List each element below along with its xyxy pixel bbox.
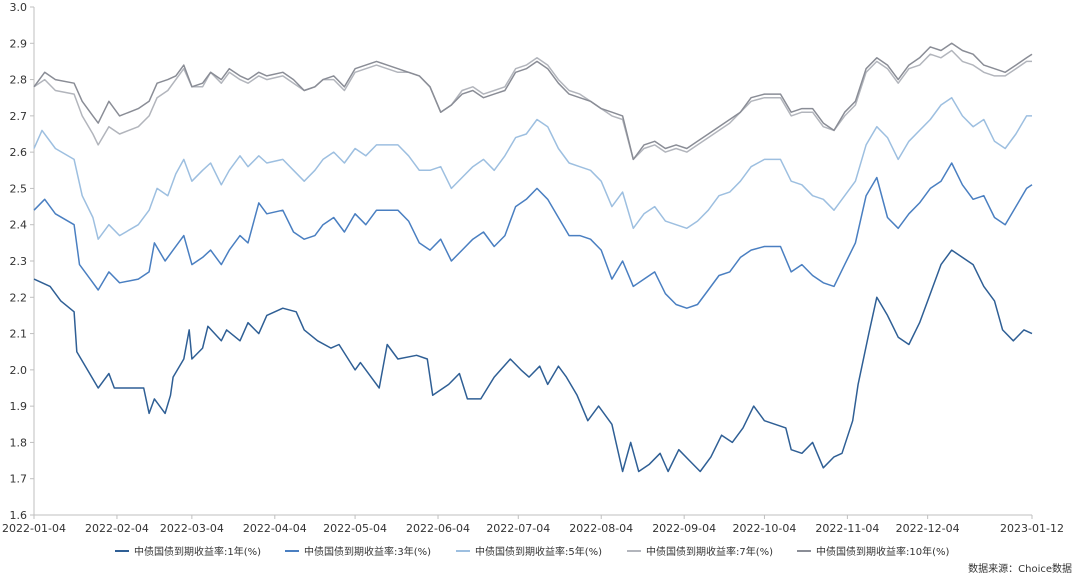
x-tick-label: 2022-11-04 <box>815 522 879 535</box>
y-tick-label: 1.8 <box>10 436 28 449</box>
x-tick-label: 2022-07-04 <box>486 522 550 535</box>
legend-label: 中债国债到期收益率:1年(%) <box>134 545 261 558</box>
y-tick-label: 1.6 <box>10 509 28 522</box>
y-tick-label: 2.7 <box>10 110 28 123</box>
y-tick-label: 2.5 <box>10 182 28 195</box>
y-tick-label: 1.9 <box>10 400 28 413</box>
y-tick-label: 2.1 <box>10 328 28 341</box>
x-tick-label: 2022-01-04 <box>2 522 66 535</box>
y-tick-label: 2.0 <box>10 364 28 377</box>
x-tick-label: 2022-03-04 <box>160 522 224 535</box>
y-axis: 1.6 1.7 1.8 1.9 2.0 2.1 2.2 2.3 2.4 2.5 2.6 2.7 2.8 2… <box>10 1 35 522</box>
series-line-2 <box>33 162 1033 309</box>
x-tick-label: 2022-10-04 <box>732 522 796 535</box>
legend-label: 中债国债到期收益率:3年(%) <box>304 545 431 558</box>
y-tick-label: 2.6 <box>10 146 28 159</box>
series-line-4 <box>33 49 1032 161</box>
x-tick-label: 2022-05-04 <box>323 522 387 535</box>
legend-label: 中债国债到期收益率:10年(%) <box>816 545 949 558</box>
y-tick-label: 2.8 <box>10 74 28 87</box>
x-tick-label: 2022-02-04 <box>85 522 149 535</box>
legend: 中债国债到期收益率:1年(%) 中债国债到期收益率:3年(%) 中债国债到期收益率:… <box>115 545 949 558</box>
x-axis: 2022-01-04 2022-02-04 2022-03-04 2022-04-04… <box>2 514 1064 535</box>
legend-label: 中债国债到期收益率:5年(%) <box>475 545 602 558</box>
x-tick-label: 2023-01-12 <box>1000 522 1064 535</box>
series-line-1 <box>33 249 1033 473</box>
x-tick-label: 2022-04-04 <box>243 522 307 535</box>
x-tick-label: 2022-09-04 <box>652 522 716 535</box>
y-tick-label: 3.0 <box>10 1 28 14</box>
y-tick-label: 2.3 <box>10 255 28 268</box>
y-tick-label: 2.4 <box>10 219 28 232</box>
x-tick-label: 2022-12-04 <box>896 522 960 535</box>
y-tick-label: 2.9 <box>10 37 28 50</box>
series-line-3 <box>33 96 1032 240</box>
legend-label: 中债国债到期收益率:7年(%) <box>646 545 773 558</box>
x-tick-label: 2022-08-04 <box>569 522 633 535</box>
series-layer <box>33 42 1033 473</box>
y-tick-label: 1.7 <box>10 473 28 486</box>
x-tick-label: 2022-06-04 <box>406 522 470 535</box>
y-tick-label: 2.2 <box>10 291 28 304</box>
series-line-5 <box>33 42 1033 161</box>
data-source-note: 数据来源：Choice数据 <box>968 562 1072 575</box>
